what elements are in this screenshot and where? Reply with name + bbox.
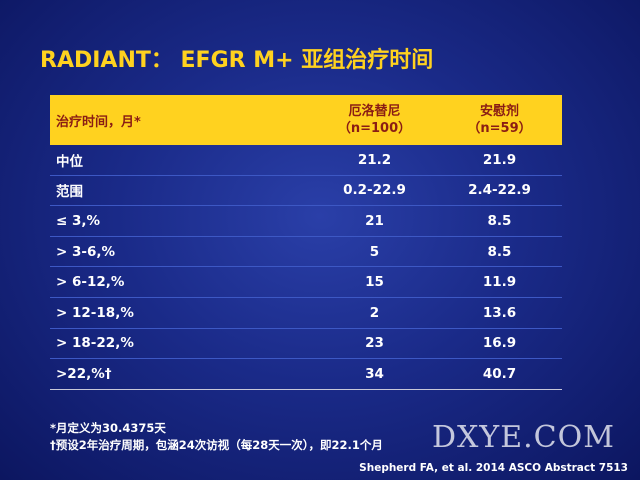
table-cell: > 6-12,% (56, 274, 125, 291)
table-cell: > 12-18,% (56, 304, 134, 321)
header-cell: 治疗时间，月* (56, 114, 141, 130)
header-line: 安慰剂 (479, 104, 519, 119)
header-line: 厄洛替尼 (348, 104, 401, 119)
table-cell: 23 (365, 335, 384, 352)
table-cell: 8.5 (487, 212, 512, 229)
citation: Shepherd FA, et al. 2014 ASCO Abstract 7… (359, 462, 628, 474)
table-cell: 21.2 (357, 151, 392, 168)
slide-title: RADIANT： EFGR M+ 亚组治疗时间 (40, 48, 434, 73)
table-cell: 2.4-22.9 (468, 182, 531, 199)
table-row: >22,%† 34 40.7 (50, 359, 562, 390)
header-line: （n=59） (467, 121, 532, 136)
table-cell: >22,%† (56, 365, 112, 382)
table: 治疗时间，月* 厄洛替尼 （n=100） 安慰剂 （n=59） 中位 21.2 21.9 范围 0… (50, 95, 562, 390)
table-cell: ≤ 3,% (56, 212, 101, 229)
table-cell: 中位 (56, 153, 83, 170)
table-cell: 11.9 (482, 274, 517, 291)
table-cell: > 3-6,% (56, 243, 116, 260)
table-cell: 16.9 (482, 335, 517, 352)
table-cell: 21.9 (482, 151, 517, 168)
table-row: > 12-18,% 2 13.6 (50, 298, 562, 329)
table-cell: 40.7 (482, 365, 517, 382)
table-row: > 18-22,% 23 16.9 (50, 329, 562, 360)
watermark: DXYE.COM (432, 420, 615, 455)
header-line: （n=100） (337, 121, 412, 136)
table-cell: 13.6 (482, 304, 517, 321)
table-cell: 范围 (56, 184, 83, 201)
table-row: 范围 0.2-22.9 2.4-22.9 (50, 176, 562, 207)
table-cell: 15 (365, 274, 384, 291)
table-cell: 34 (365, 365, 384, 382)
table-cell: 5 (369, 243, 380, 260)
header-cell: 安慰剂 （n=59） (437, 103, 562, 137)
footnote: †预设2年治疗周期，包涵24次访视（每28天一次），即22.1个月 (50, 438, 383, 452)
table-row: ≤ 3,% 21 8.5 (50, 206, 562, 237)
footnote: *月定义为30.4375天 (50, 421, 166, 435)
table-row: > 6-12,% 15 11.9 (50, 267, 562, 298)
table-cell: 0.2-22.9 (343, 182, 406, 199)
table-cell: 8.5 (487, 243, 512, 260)
table-header: 治疗时间，月* 厄洛替尼 （n=100） 安慰剂 （n=59） (50, 95, 562, 145)
table-row: > 3-6,% 5 8.5 (50, 237, 562, 268)
header-cell: 厄洛替尼 （n=100） (312, 103, 437, 137)
table-cell: 2 (369, 304, 380, 321)
table-cell: 21 (365, 212, 384, 229)
table-cell: > 18-22,% (56, 335, 134, 352)
table-row: 中位 21.2 21.9 (50, 145, 562, 176)
